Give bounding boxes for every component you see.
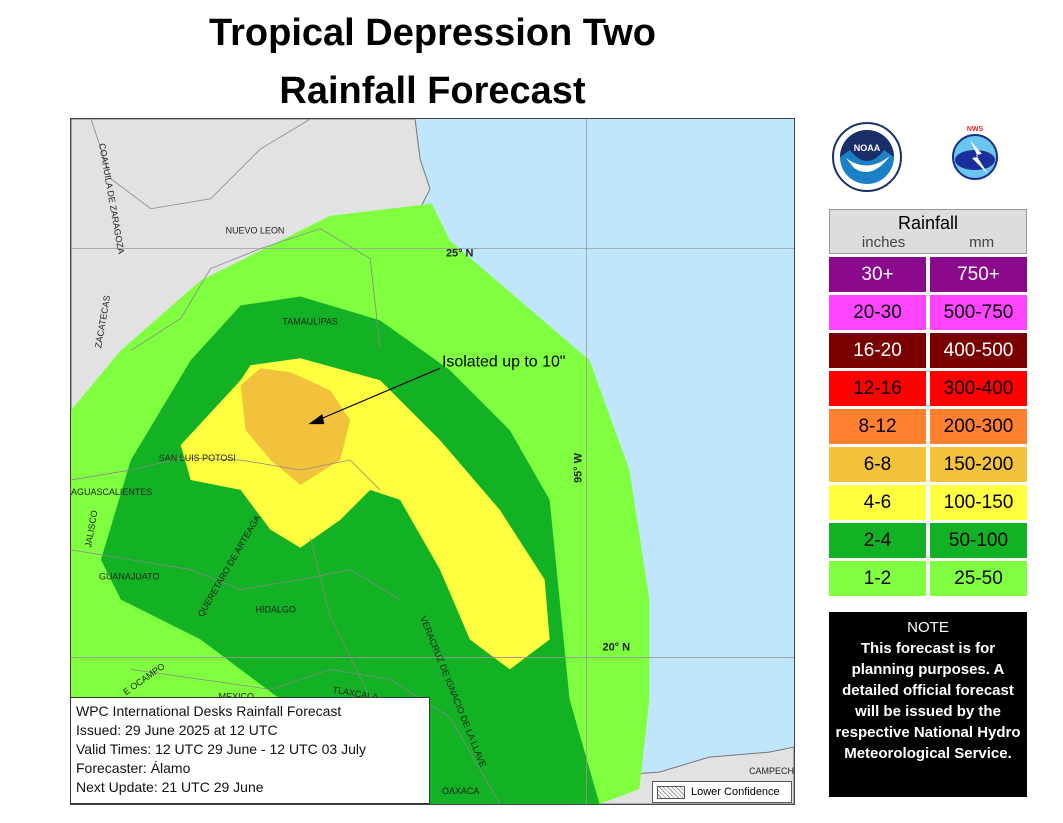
label-campeche: CAMPECHE [749,766,795,776]
arrow-head-icon [308,414,325,425]
legend-cell-mm: 150-200 [930,447,1027,482]
label-tamaulipas: TAMAULIPAS [282,316,338,326]
legend-header: Rainfall inches mm [829,209,1027,254]
legend-title: Rainfall [897,213,959,233]
info-line: WPC International Desks Rainfall Forecas… [76,703,342,719]
legend-cell-in: 8-12 [829,409,926,444]
legend-cell-in: 12-16 [829,371,926,406]
legend-cell-mm: 100-150 [930,485,1027,520]
legend-cell-mm: 25-50 [930,561,1027,596]
legend-cell-mm: 400-500 [930,333,1027,368]
svg-text:NWS: NWS [967,126,984,133]
legend-unit-mm: mm [969,234,995,251]
legend-row: 12-16 300-400 [829,371,1027,406]
annotation-arrow [315,367,441,422]
legend-cell-mm: 500-750 [930,295,1027,330]
rainfall-legend: Rainfall inches mm 30+ 750+ 20-30 500-750 16-… [829,209,1027,596]
info-issued: Issued: 29 June 2025 at 12 UTC [76,722,278,738]
legend-row: 16-20 400-500 [829,333,1027,368]
info-forecaster: Forecaster: Álamo [76,760,191,776]
legend-cell-in: 6-8 [829,447,926,482]
forecast-info-box: WPC International Desks Rainfall Forecas… [70,697,430,804]
label-hidalgo: HIDALGO [256,605,296,615]
label-guanajuato: GUANAJUATO [99,572,159,582]
legend-cell-mm: 300-400 [930,371,1027,406]
legend-cell-in: 2-4 [829,523,926,558]
annotation-isolated: Isolated up to 10" [442,353,566,370]
rain-6-8 [240,368,351,485]
legend-row: 8-12 200-300 [829,409,1027,444]
label-slp: SAN LUIS POTOSI [159,453,236,463]
label-nuevo-leon: NUEVO LEON [226,226,285,236]
title-line2: Rainfall Forecast [279,70,586,112]
note-heading: NOTE [907,619,949,636]
legend-cell-mm: 200-300 [930,409,1027,444]
label-lon95: 95° W [573,452,585,483]
legend-cell-in: 4-6 [829,485,926,520]
label-mexico: MEXICO [219,691,254,701]
info-valid: Valid Times: 12 UTC 29 June - 12 UTC 03 … [76,741,366,757]
lower-confidence-key: Lower Confidence [652,781,792,803]
legend-row: 2-4 50-100 [829,523,1027,558]
legend-row: 30+ 750+ [829,257,1027,292]
lower-confidence-label: Lower Confidence [691,786,780,798]
hatch-icon [657,785,685,799]
note-text: This forecast is for planning purposes. … [835,640,1021,762]
label-lat20: 20° N [603,641,631,653]
legend-row: 20-30 500-750 [829,295,1027,330]
legend-cell-mm: 750+ [930,257,1027,292]
graticule [71,119,794,804]
legend-cell-mm: 50-100 [930,523,1027,558]
legend-cell-in: 1-2 [829,561,926,596]
info-next-update: Next Update: 21 UTC 29 June [76,779,264,795]
label-ags: AGUASCALIENTES [71,487,152,497]
noaa-logo: NOAA [832,122,902,192]
legend-row: 4-6 100-150 [829,485,1027,520]
label-lat25: 25° N [446,248,474,260]
rainfall-map: COAHUILA DE ZARAGOZA NUEVO LEON ZACATECA… [70,118,795,805]
nws-logo: NWS [942,124,1008,190]
title-line1: Tropical Depression Two [209,12,656,54]
label-oaxaca: OAXACA [442,786,479,796]
legend-cell-in: 20-30 [829,295,926,330]
legend-unit-inches: inches [861,234,906,251]
svg-text:NOAA: NOAA [854,143,881,153]
legend-row: 1-2 25-50 [829,561,1027,596]
note-box: NOTE This forecast is for planning purpo… [829,612,1027,797]
legend-cell-in: 30+ [829,257,926,292]
legend-cell-in: 16-20 [829,333,926,368]
legend-row: 6-8 150-200 [829,447,1027,482]
